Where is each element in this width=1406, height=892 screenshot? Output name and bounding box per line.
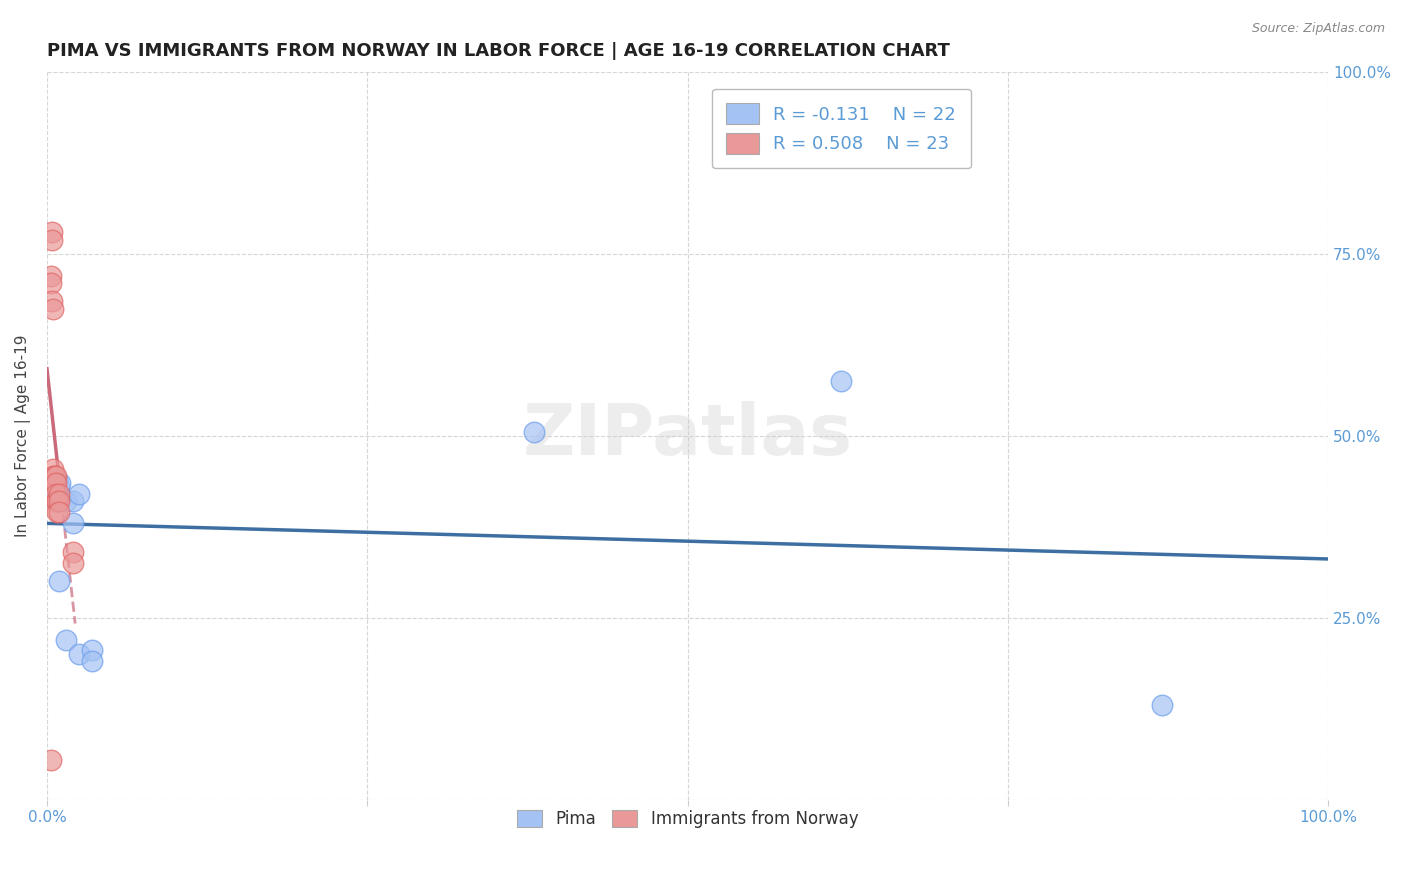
Point [44,469,66,483]
Point [45,494,67,508]
Point [42,473,65,487]
Text: PIMA VS IMMIGRANTS FROM NORWAY IN LABOR FORCE | AGE 16-19 CORRELATION CHART: PIMA VS IMMIGRANTS FROM NORWAY IN LABOR … [46,42,950,60]
Point [80,654,103,668]
Point [48,574,70,589]
Point [46,494,69,508]
Point [80,643,103,657]
Point [46,487,69,501]
Point [48,480,70,494]
Point [39,752,62,766]
Point [49,491,72,505]
Point [49,476,72,491]
Point [55,632,77,647]
Point [41,294,63,309]
Point [1150,698,1173,712]
Point [46,473,69,487]
Point [42,487,65,501]
Point [45,476,67,491]
Point [55,494,77,508]
Point [830,375,852,389]
Point [62,494,84,508]
Point [67,487,90,501]
Point [48,505,70,519]
Point [44,476,66,491]
Point [42,461,65,475]
Point [45,487,67,501]
Point [62,516,84,531]
Point [39,268,62,283]
Point [48,487,70,501]
Point [45,480,67,494]
Point [523,425,546,440]
Point [42,476,65,491]
Point [48,494,70,508]
Text: Source: ZipAtlas.com: Source: ZipAtlas.com [1251,22,1385,36]
Point [62,556,84,570]
Legend: Pima, Immigrants from Norway: Pima, Immigrants from Norway [510,804,865,835]
Point [39,277,62,291]
Point [45,469,67,483]
Text: ZIPatlas: ZIPatlas [523,401,852,470]
Point [46,505,69,519]
Point [41,233,63,247]
Point [42,480,65,494]
Point [42,301,65,316]
Point [45,494,67,508]
Point [67,647,90,661]
Y-axis label: In Labor Force | Age 16-19: In Labor Force | Age 16-19 [15,334,31,537]
Point [48,491,70,505]
Point [42,469,65,483]
Point [41,226,63,240]
Point [62,545,84,559]
